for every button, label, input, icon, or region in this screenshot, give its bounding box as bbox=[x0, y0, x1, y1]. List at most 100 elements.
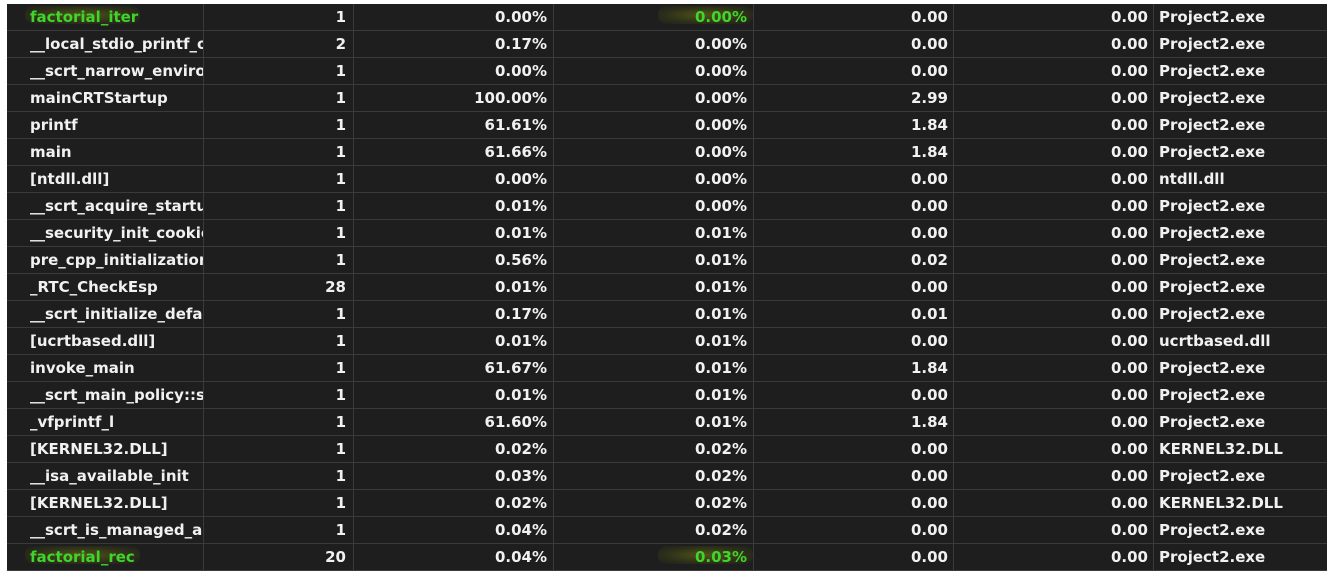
self-cpu-ms-cell: 0.00 bbox=[954, 355, 1154, 381]
total-cpu-text: 0.02% bbox=[494, 494, 547, 512]
function-name-text: __scrt_initialize_defau... bbox=[30, 305, 203, 323]
module-text: Project2.exe bbox=[1159, 8, 1266, 26]
call-count-text: 1 bbox=[335, 467, 346, 485]
table-row[interactable]: pre_cpp_initialization 1 0.56% 0.01% 0.02 0.0… bbox=[7, 247, 1327, 274]
total-cpu-ms-cell: 0.00 bbox=[754, 382, 954, 408]
function-name-text: __security_init_cookie bbox=[30, 224, 204, 242]
table-row[interactable]: _vfprintf_l 1 61.60% 0.01% 1.84 0.00 Project2.… bbox=[7, 409, 1327, 436]
total-cpu-text: 0.01% bbox=[494, 278, 547, 296]
total-cpu-ms-cell: 0.00 bbox=[754, 274, 954, 300]
function-name-cell: factorial_rec bbox=[7, 544, 204, 570]
table-row[interactable]: [ucrtbased.dll] 1 0.01% 0.01% 0.00 0.00 ucrtba… bbox=[7, 328, 1327, 355]
table-row[interactable]: _RTC_CheckEsp 28 0.01% 0.01% 0.00 0.00 Project… bbox=[7, 274, 1327, 301]
total-cpu-cell: 61.60% bbox=[354, 409, 554, 435]
self-cpu-text: 0.02% bbox=[694, 521, 747, 539]
total-cpu-ms-cell: 0.01 bbox=[754, 301, 954, 327]
total-cpu-ms-cell: 0.00 bbox=[754, 544, 954, 570]
function-name-cell: __scrt_main_policy::se... bbox=[7, 382, 204, 408]
total-cpu-ms-text: 0.00 bbox=[910, 386, 948, 404]
total-cpu-ms-text: 0.01 bbox=[910, 305, 948, 323]
self-cpu-cell: 0.02% bbox=[554, 436, 754, 462]
total-cpu-ms-cell: 0.02 bbox=[754, 247, 954, 273]
self-cpu-text: 0.00% bbox=[694, 89, 747, 107]
function-name-text: [KERNEL32.DLL] bbox=[30, 440, 168, 458]
call-count-cell: 1 bbox=[204, 247, 354, 273]
total-cpu-ms-cell: 1.84 bbox=[754, 139, 954, 165]
module-text: Project2.exe bbox=[1159, 305, 1266, 323]
self-cpu-cell: 0.02% bbox=[554, 517, 754, 543]
module-text: KERNEL32.DLL bbox=[1159, 494, 1283, 512]
self-cpu-ms-cell: 0.00 bbox=[954, 544, 1154, 570]
total-cpu-text: 100.00% bbox=[474, 89, 547, 107]
function-name-cell: mainCRTStartup bbox=[7, 85, 204, 111]
self-cpu-text: 0.01% bbox=[694, 305, 747, 323]
module-cell: Project2.exe bbox=[1154, 517, 1327, 543]
table-row[interactable]: __security_init_cookie 1 0.01% 0.01% 0.00 0.0… bbox=[7, 220, 1327, 247]
call-count-text: 1 bbox=[335, 440, 346, 458]
self-cpu-ms-text: 0.00 bbox=[1110, 494, 1148, 512]
table-row[interactable]: [KERNEL32.DLL] 1 0.02% 0.02% 0.00 0.00 KERNEL3… bbox=[7, 436, 1327, 463]
call-count-cell: 1 bbox=[204, 517, 354, 543]
total-cpu-ms-text: 1.84 bbox=[910, 359, 948, 377]
table-row[interactable]: [KERNEL32.DLL] 1 0.02% 0.02% 0.00 0.00 KERNEL3… bbox=[7, 490, 1327, 517]
total-cpu-ms-cell: 0.00 bbox=[754, 4, 954, 30]
module-cell: Project2.exe bbox=[1154, 301, 1327, 327]
module-text: Project2.exe bbox=[1159, 548, 1266, 566]
total-cpu-cell: 0.02% bbox=[354, 436, 554, 462]
self-cpu-ms-cell: 0.00 bbox=[954, 220, 1154, 246]
self-cpu-cell: 0.00% bbox=[554, 166, 754, 192]
table-row[interactable]: __scrt_narrow_enviro... 1 0.00% 0.00% 0.00 0.… bbox=[7, 58, 1327, 85]
call-count-cell: 1 bbox=[204, 328, 354, 354]
table-row[interactable]: __scrt_acquire_startu... 1 0.01% 0.00% 0.00 0… bbox=[7, 193, 1327, 220]
total-cpu-cell: 0.01% bbox=[354, 274, 554, 300]
self-cpu-ms-cell: 0.00 bbox=[954, 490, 1154, 516]
self-cpu-ms-cell: 0.00 bbox=[954, 409, 1154, 435]
function-name-text: mainCRTStartup bbox=[30, 89, 168, 107]
table-row[interactable]: __local_stdio_printf_o... 2 0.17% 0.00% 0.00… bbox=[7, 31, 1327, 58]
total-cpu-text: 0.00% bbox=[494, 8, 547, 26]
total-cpu-cell: 0.00% bbox=[354, 166, 554, 192]
self-cpu-cell: 0.01% bbox=[554, 220, 754, 246]
table-row[interactable]: __scrt_initialize_defau... 1 0.17% 0.01% 0.0… bbox=[7, 301, 1327, 328]
call-count-text: 1 bbox=[335, 521, 346, 539]
self-cpu-ms-cell: 0.00 bbox=[954, 247, 1154, 273]
module-cell: Project2.exe bbox=[1154, 274, 1327, 300]
table-row[interactable]: main 1 61.66% 0.00% 1.84 0.00 Project2.exe bbox=[7, 139, 1327, 166]
total-cpu-ms-cell: 2.99 bbox=[754, 85, 954, 111]
function-name-cell: [KERNEL32.DLL] bbox=[7, 436, 204, 462]
call-count-text: 2 bbox=[335, 35, 346, 53]
module-text: ucrtbased.dll bbox=[1159, 332, 1271, 350]
function-name-text: invoke_main bbox=[30, 359, 135, 377]
total-cpu-cell: 61.67% bbox=[354, 355, 554, 381]
function-name-text: __scrt_narrow_enviro... bbox=[30, 62, 204, 80]
table-row[interactable]: __scrt_main_policy::se... 1 0.01% 0.01% 0.00… bbox=[7, 382, 1327, 409]
self-cpu-cell: 0.01% bbox=[554, 274, 754, 300]
table-row[interactable]: factorial_rec 20 0.04% 0.03% 0.00 0.00 Project… bbox=[7, 544, 1327, 571]
module-cell: Project2.exe bbox=[1154, 58, 1327, 84]
function-name-cell: factorial_iter bbox=[7, 4, 204, 30]
self-cpu-cell: 0.00% bbox=[554, 58, 754, 84]
module-text: Project2.exe bbox=[1159, 278, 1266, 296]
table-row[interactable]: __scrt_is_managed_app 1 0.04% 0.02% 0.00 0.00… bbox=[7, 517, 1327, 544]
table-row[interactable]: factorial_iter 1 0.00% 0.00% 0.00 0.00 Project… bbox=[7, 4, 1327, 31]
table-row[interactable]: mainCRTStartup 1 100.00% 0.00% 2.99 0.00 Proje… bbox=[7, 85, 1327, 112]
self-cpu-ms-cell: 0.00 bbox=[954, 517, 1154, 543]
call-count-text: 1 bbox=[335, 89, 346, 107]
self-cpu-ms-cell: 0.00 bbox=[954, 4, 1154, 30]
call-count-text: 1 bbox=[335, 386, 346, 404]
table-row[interactable]: __isa_available_init 1 0.03% 0.02% 0.00 0.00 P… bbox=[7, 463, 1327, 490]
call-count-text: 1 bbox=[335, 494, 346, 512]
self-cpu-ms-text: 0.00 bbox=[1110, 413, 1148, 431]
function-name-text: pre_cpp_initialization bbox=[30, 251, 204, 269]
table-row[interactable]: [ntdll.dll] 1 0.00% 0.00% 0.00 0.00 ntdll.dll bbox=[7, 166, 1327, 193]
call-count-cell: 2 bbox=[204, 31, 354, 57]
self-cpu-cell: 0.00% bbox=[554, 112, 754, 138]
self-cpu-ms-text: 0.00 bbox=[1110, 305, 1148, 323]
function-name-text: __local_stdio_printf_o... bbox=[30, 35, 203, 53]
total-cpu-cell: 0.01% bbox=[354, 382, 554, 408]
call-count-text: 28 bbox=[325, 278, 346, 296]
table-row[interactable]: printf 1 61.61% 0.00% 1.84 0.00 Project2.exe bbox=[7, 112, 1327, 139]
total-cpu-cell: 0.56% bbox=[354, 247, 554, 273]
table-row[interactable]: invoke_main 1 61.67% 0.01% 1.84 0.00 Project2.… bbox=[7, 355, 1327, 382]
self-cpu-cell: 0.02% bbox=[554, 490, 754, 516]
